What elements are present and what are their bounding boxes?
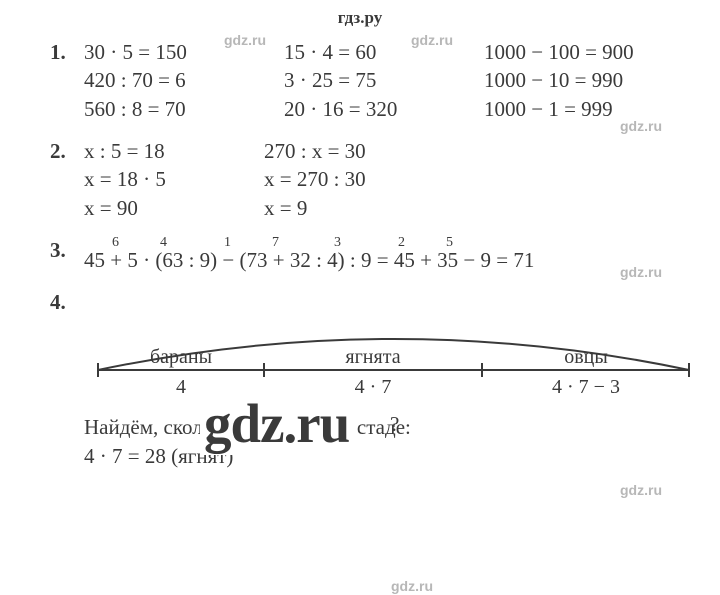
watermark: gdz.ru [620,482,662,498]
page-header: гдз.ру [0,0,720,28]
problem-4: 4. бараны ягнята овцы 4 4 · 7 4 · 7 − 3 … [50,288,670,470]
problem-1-number: 1. [50,38,84,66]
step-sup: 2 [398,234,405,253]
problem-3: 3. 6 4 1 7 3 2 5 45 + 5 · (63 : 9) − (73… [50,236,670,274]
problem-4-body: бараны ягнята овцы 4 4 · 7 4 · 7 − 3 Най… [84,288,704,470]
math-cell: x = 270 : 30 [264,165,484,193]
math-cell: x = 9 [264,194,484,222]
watermark: gdz.ru [391,578,433,594]
problem-3-number: 3. [50,236,84,264]
math-cell: 15 · 4 = 60 [284,38,484,66]
math-cell: 1000 − 100 = 900 [484,38,694,66]
problem-4-text2: 4 · 7 = 28 (ягнят) [84,442,704,470]
watermark: gdz.ru [224,32,266,48]
expression-text: 45 + 5 · (63 : 9) − (73 + 32 : 4) : 9 = … [84,248,534,272]
segment-label: овцы [539,344,633,371]
step-sup: 5 [446,234,453,253]
table-row: x = 18 · 5 x = 270 : 30 [84,165,670,193]
segment-below: 4 [164,374,198,401]
problem-2-number: 2. [50,137,84,165]
math-cell: x : 5 = 18 [84,137,264,165]
step-sup: 6 [112,234,119,253]
table-row: 30 · 5 = 150 15 · 4 = 60 1000 − 100 = 90… [84,38,694,66]
step-sup: 4 [160,234,167,253]
problem-1: 1. 30 · 5 = 150 15 · 4 = 60 1000 − 100 =… [50,38,670,123]
problem-2: 2. x : 5 = 18 270 : x = 30 x = 18 · 5 x … [50,137,670,222]
step-sup: 1 [224,234,231,253]
table-row: x = 90 x = 9 [84,194,670,222]
watermark: gdz.ru [411,32,453,48]
problem-3-body: 6 4 1 7 3 2 5 45 + 5 · (63 : 9) − (73 + … [84,236,670,274]
big-watermark: gdz.ru [200,392,353,455]
step-sup: 7 [272,234,279,253]
segment-below: 4 · 7 − 3 [534,374,638,401]
diagram-qmark: ? [390,412,399,437]
segment-label: бараны [134,344,228,371]
watermark: gdz.ru [620,264,662,280]
math-cell: 270 : x = 30 [264,137,484,165]
math-cell: x = 18 · 5 [84,165,264,193]
table-row: 420 : 70 = 6 3 · 25 = 75 1000 − 10 = 990 [84,66,694,94]
watermark: gdz.ru [620,118,662,134]
math-cell: 420 : 70 = 6 [84,66,284,94]
segment-diagram: бараны ягнята овцы 4 4 · 7 4 · 7 − 3 [84,330,704,405]
problem-4-number: 4. [50,288,84,316]
segment-label: ягнята [326,344,420,371]
step-sup: 3 [334,234,341,253]
table-row: x : 5 = 18 270 : x = 30 [84,137,670,165]
math-cell: x = 90 [84,194,264,222]
math-cell: 1000 − 1 = 999 [484,95,694,123]
table-row: 560 : 8 = 70 20 · 16 = 320 1000 − 1 = 99… [84,95,694,123]
math-cell: 3 · 25 = 75 [284,66,484,94]
expression-with-steps: 6 4 1 7 3 2 5 45 + 5 · (63 : 9) − (73 + … [84,236,670,274]
problem-1-body: 30 · 5 = 150 15 · 4 = 60 1000 − 100 = 90… [84,38,694,123]
content-area: 1. 30 · 5 = 150 15 · 4 = 60 1000 − 100 =… [0,28,720,470]
math-cell: 20 · 16 = 320 [284,95,484,123]
math-cell: 1000 − 10 = 990 [484,66,694,94]
math-cell: 560 : 8 = 70 [84,95,284,123]
problem-2-body: x : 5 = 18 270 : x = 30 x = 18 · 5 x = 2… [84,137,670,222]
